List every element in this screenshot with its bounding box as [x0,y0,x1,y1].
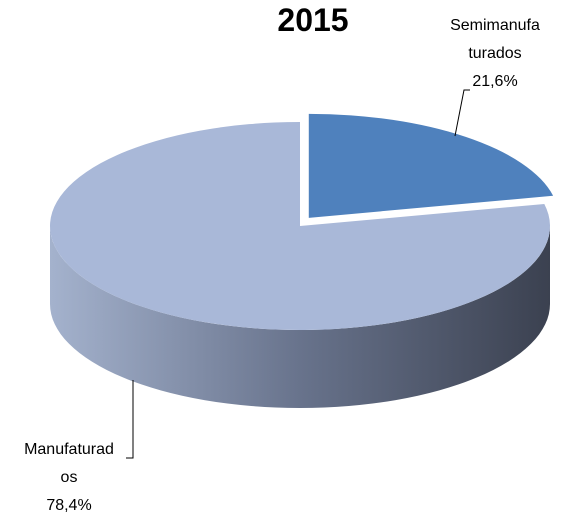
leader-line [126,380,134,459]
value-label: 78,4% [46,497,92,514]
category-label: Manufaturados [24,441,114,486]
value-label: 21,6% [472,73,518,90]
slice-label: Manufaturados 78,4% [22,436,116,519]
leader-line [454,89,470,137]
pie [50,113,554,408]
slice-label: Semimanufaturados 21,6% [450,12,540,96]
chart-title: 2015 [277,2,349,38]
slice-side [50,226,550,408]
slice [308,113,554,218]
slice [50,122,550,331]
category-label: Semimanufaturados [450,17,540,62]
